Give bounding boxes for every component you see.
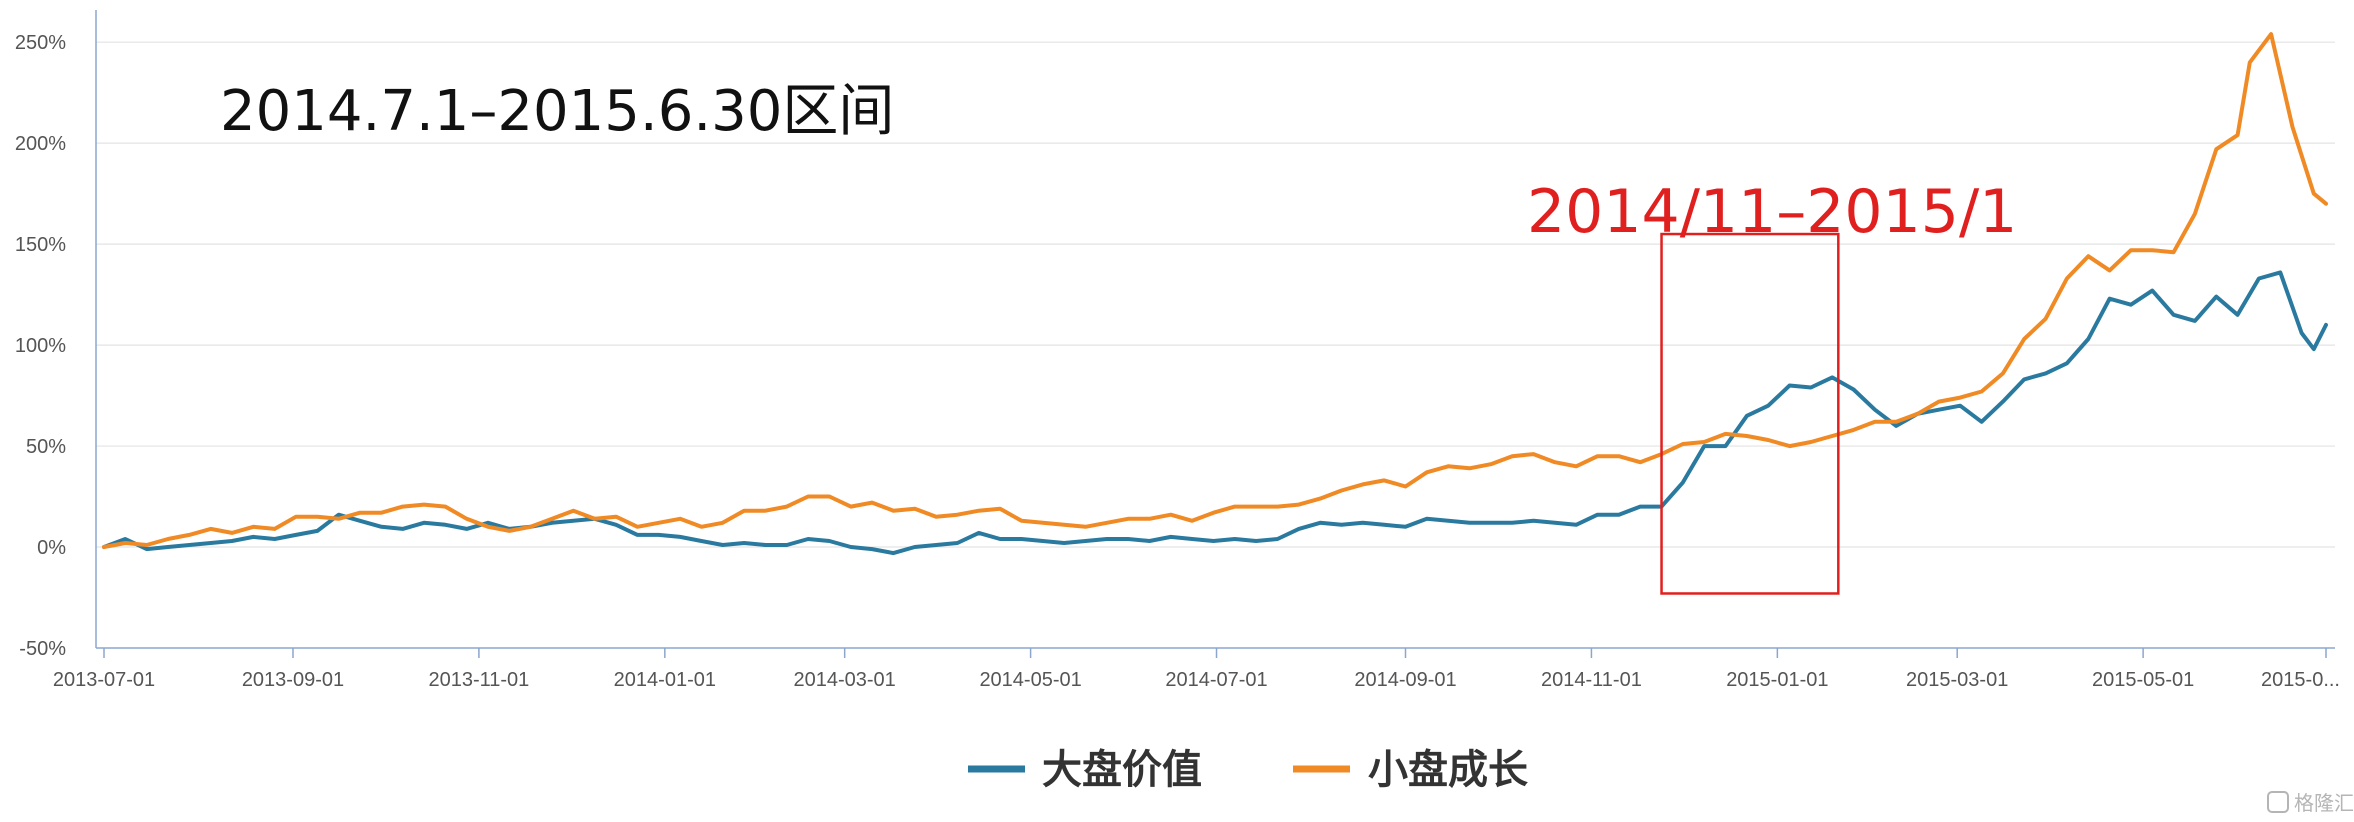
y-tick-label: 200% bbox=[15, 133, 66, 155]
legend-label-small-cap-growth: 小盘成长 bbox=[1368, 747, 1528, 793]
x-tick-label: 2014-03-01 bbox=[794, 669, 896, 691]
x-tick-label: 2013-11-01 bbox=[428, 669, 529, 691]
x-tick-label: 2015-03-01 bbox=[1906, 669, 2008, 691]
y-tick-label: 50% bbox=[26, 436, 66, 458]
annotations: 2014.7.1–2015.6.30区间 2014/11–2015/1 bbox=[220, 79, 2017, 595]
x-tick-label: 2014-09-01 bbox=[1354, 669, 1456, 691]
highlight-annotation: 2014/11–2015/1 bbox=[1527, 177, 2017, 247]
x-tick-label: 2014-11-01 bbox=[1541, 669, 1642, 691]
x-tick-label: 2015-05-01 bbox=[2092, 669, 2194, 691]
x-tick-label: 2013-09-01 bbox=[242, 669, 344, 691]
grid-lines bbox=[96, 41, 2335, 548]
x-tick-label: 2015-01-01 bbox=[1726, 669, 1828, 691]
x-tick-label: 2013-07-01 bbox=[53, 669, 155, 691]
y-axis-ticks: 250% 200% 150% 100% 50% 0% -50% bbox=[15, 32, 66, 660]
period-annotation: 2014.7.1–2015.6.30区间 bbox=[220, 79, 894, 144]
y-tick-label: -50% bbox=[19, 638, 66, 660]
series-lines bbox=[102, 32, 2328, 556]
y-tick-label: 250% bbox=[15, 32, 66, 54]
x-tick-label: 2014-01-01 bbox=[614, 669, 716, 691]
x-tick-label: 2014-05-01 bbox=[979, 669, 1081, 691]
watermark-logo-icon bbox=[2267, 791, 2289, 813]
y-tick-label: 150% bbox=[15, 234, 66, 256]
watermark-text: 格隆汇 bbox=[2294, 791, 2354, 815]
series-line-small-cap-growth bbox=[102, 32, 2328, 549]
legend-label-large-cap-value: 大盘价值 bbox=[1042, 747, 1202, 793]
watermark: 格隆汇 bbox=[2267, 791, 2354, 815]
y-tick-label: 100% bbox=[15, 335, 66, 357]
y-tick-label: 0% bbox=[37, 537, 66, 559]
series-line-large-cap-value bbox=[102, 270, 2328, 556]
x-tick-label: 2014-07-01 bbox=[1165, 669, 1267, 691]
x-tick-label: 2015-0... bbox=[2261, 669, 2340, 691]
x-axis-ticks: 2013-07-01 2013-09-01 2013-11-01 2014-01-01… bbox=[53, 648, 2340, 691]
highlight-box bbox=[1660, 232, 1840, 595]
legend: 大盘价值 小盘成长 bbox=[968, 747, 1528, 793]
